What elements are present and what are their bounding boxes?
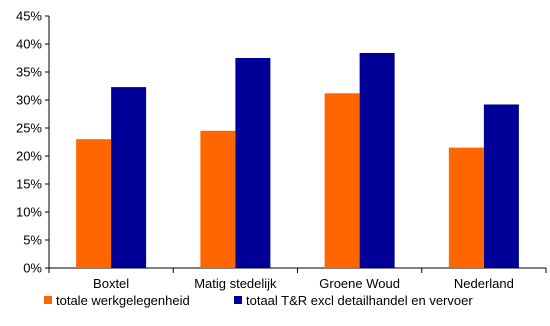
bar-boxtel-series-1 [111, 87, 147, 269]
y-tick-labels: 0% 5% 10% 15% 20% 25% 30% 35% 40% 45% [16, 9, 42, 276]
x-tick-label: Groene Woud [319, 276, 400, 291]
bar-groene-woud-series-0 [324, 93, 360, 268]
x-tick-label: Matig stedelijk [194, 276, 277, 291]
y-tick-label: 35% [16, 65, 42, 80]
y-tick-label: 40% [16, 37, 42, 52]
chart-legend: totale werkgelegenheid totaal T&R excl d… [44, 293, 473, 308]
y-tick-label: 45% [16, 9, 42, 24]
bar-nederland-series-0 [448, 147, 484, 268]
legend-swatch-totaal-tr [234, 296, 242, 304]
legend-swatch-totale-werkgelegenheid [44, 296, 52, 304]
bar-nederland-series-1 [483, 104, 519, 268]
bar-groene-woud-series-1 [359, 52, 395, 269]
bar-boxtel-series-0 [76, 139, 112, 268]
legend-label-totaal-tr: totaal T&R excl detailhandel en vervoer [246, 293, 473, 308]
bar-matig-stedelijk-series-1 [235, 58, 271, 268]
y-tick-label: 15% [16, 177, 42, 192]
x-tick-label: Nederland [454, 276, 514, 291]
y-tick-label: 25% [16, 121, 42, 136]
x-tick-label: Boxtel [93, 276, 129, 291]
y-tick-label: 20% [16, 149, 42, 164]
y-tick-label: 10% [16, 205, 42, 220]
legend-label-totale-werkgelegenheid: totale werkgelegenheid [56, 293, 190, 308]
chart-bars [76, 52, 519, 269]
bar-matig-stedelijk-series-0 [200, 130, 236, 268]
y-tick-label: 0% [23, 261, 42, 276]
y-tick-label: 30% [16, 93, 42, 108]
y-tick-label: 5% [23, 233, 42, 248]
x-tick-labels: Boxtel Matig stedelijk Groene Woud Nederlan… [93, 276, 514, 291]
